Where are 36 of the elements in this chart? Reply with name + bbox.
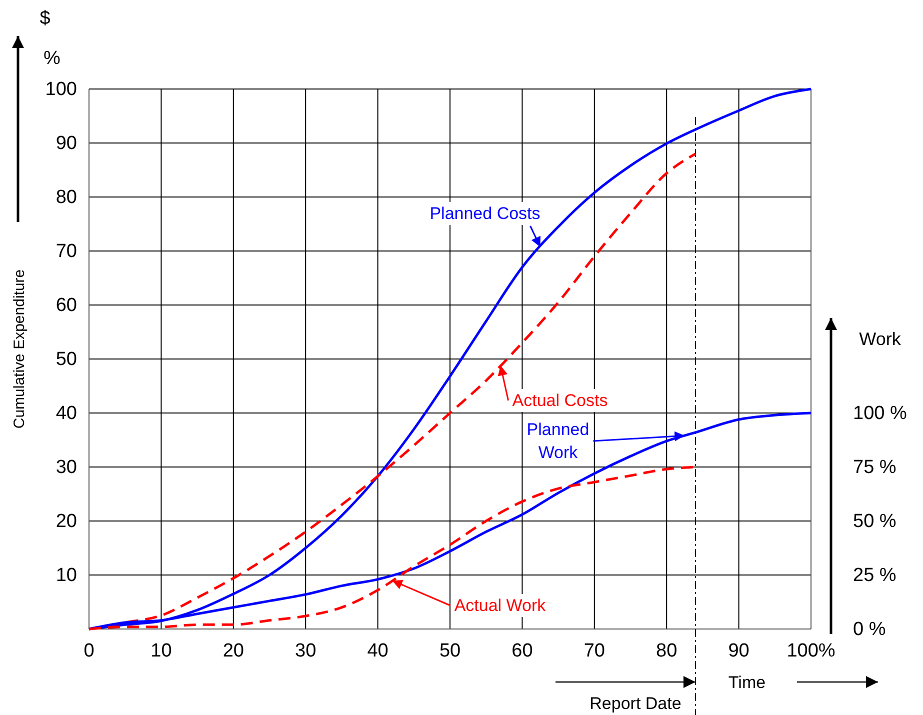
y-axis-title: Cumulative Expenditure	[11, 269, 28, 429]
series-label: Planned Costs	[430, 204, 540, 223]
y-tick-label: 80	[56, 187, 77, 208]
y-tick-label: 90	[56, 133, 77, 154]
x-tick-label: 100%	[786, 640, 836, 662]
y2-tick-label: 25 %	[853, 565, 896, 586]
y2-tick-label: 0 %	[853, 619, 886, 640]
text: Actual Work	[454, 596, 546, 615]
x-tick-label: 50	[439, 640, 461, 662]
y-tick-label: 60	[56, 295, 77, 316]
y-tick-label: 50	[56, 349, 77, 370]
x-tick-label: 60	[512, 640, 533, 662]
y2-axis-title: Work	[859, 329, 902, 349]
series-label: Planned Work	[526, 420, 590, 462]
x-tick-label: 70	[584, 640, 605, 662]
y2-tick-label: 75 %	[853, 457, 896, 478]
x-tick-label: 30	[295, 640, 316, 662]
y2-tick-label: 50 %	[853, 511, 896, 532]
x-tick-label: 20	[222, 640, 244, 662]
ref-line-label: Report Date	[590, 694, 682, 713]
y-tick-label: 70	[56, 241, 77, 262]
y-tick-label: 30	[56, 457, 77, 478]
y-tick-label: 10	[56, 565, 77, 586]
series-label: Actual Costs	[512, 391, 608, 410]
x-tick-label: 80	[656, 640, 678, 662]
text: $	[40, 8, 51, 29]
x-tick-label: 40	[367, 640, 388, 662]
y-tick-label: 20	[56, 511, 77, 532]
y2-tick-label: 100 %	[853, 403, 907, 424]
x-axis-title: Time	[728, 673, 766, 692]
x-tick-label: 0	[84, 640, 94, 662]
y-tick-label: 40	[56, 403, 77, 424]
text: %	[44, 48, 61, 69]
x-tick-label: 10	[150, 640, 172, 662]
y-tick-label: 100	[45, 79, 77, 100]
x-tick-label: 90	[728, 640, 750, 662]
